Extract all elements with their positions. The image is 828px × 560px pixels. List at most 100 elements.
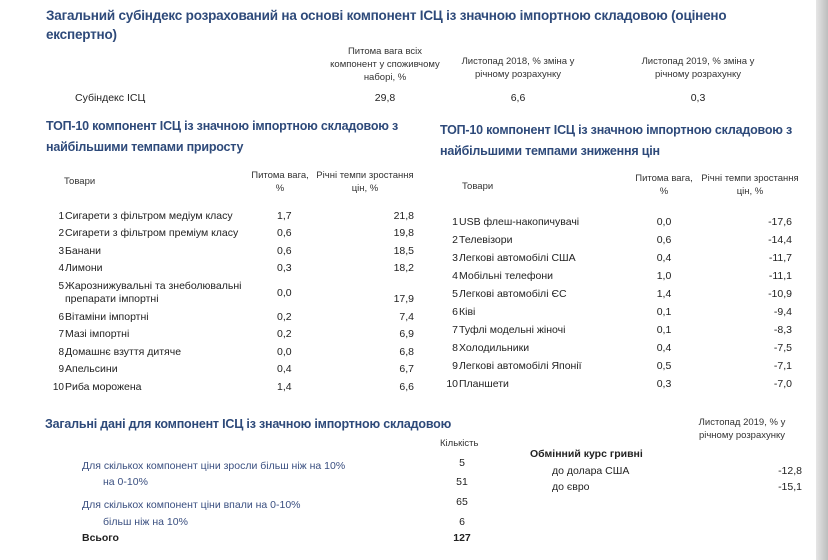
subindex-2018: 6,6 xyxy=(510,92,526,104)
growth-row-rate: 6,6 xyxy=(399,381,414,393)
growth-row-name: Сигарети з фільтром медіум класу xyxy=(65,210,233,222)
exchange-header: Листопад 2019, % у річному розрахунку xyxy=(698,417,786,441)
growth-row-number: 6 xyxy=(58,312,64,323)
subindex-2019: 0,3 xyxy=(690,92,706,104)
page-title: Загальний субіндекс розрахований на осно… xyxy=(46,8,727,42)
subindex-header-2018: Листопад 2018, % зміна у річному розраху… xyxy=(461,56,575,80)
growth-row-rate: 18,2 xyxy=(393,262,414,274)
decline-row-number: 10 xyxy=(446,378,458,390)
growth-row-weight: 0,2 xyxy=(277,328,292,340)
page-edge-shadow xyxy=(816,0,828,560)
decline-header-weight: Питома вага, % xyxy=(635,173,693,197)
general-label: Для скількох компонент ціни впали на 0-1… xyxy=(82,499,301,511)
general-label: більш ніж на 10% xyxy=(103,516,188,528)
decline-row-name: Туфлі модельні жіночі xyxy=(459,324,566,336)
growth-row-name: Домашнє взуття дитяче xyxy=(65,346,182,358)
decline-row-rate: -7,1 xyxy=(773,360,792,372)
decline-header-rate: Річні темпи зростання цін, % xyxy=(701,173,799,197)
growth-row-rate: 21,8 xyxy=(393,210,414,222)
decline-row-name: Ківі xyxy=(459,306,476,318)
decline-row-rate: -11,7 xyxy=(768,252,792,264)
decline-header-goods: Товари xyxy=(462,181,494,192)
subindex-weight: 29,8 xyxy=(374,92,396,104)
growth-row-number: 7 xyxy=(58,329,64,340)
decline-row-weight: 1,4 xyxy=(656,288,672,300)
growth-row-weight: 0,4 xyxy=(277,363,292,375)
count-header: Кількість xyxy=(440,438,479,449)
decline-row-weight: 0,4 xyxy=(656,342,672,354)
decline-row-number: 2 xyxy=(452,234,458,246)
decline-row-rate: -14,4 xyxy=(768,234,792,246)
decline-row-rate: -7,0 xyxy=(773,378,792,390)
decline-row-name: Легкові автомобілі ЄС xyxy=(459,288,567,300)
growth-row-weight: 1,7 xyxy=(277,210,292,222)
growth-row-number: 4 xyxy=(58,263,64,274)
growth-row-weight: 0,0 xyxy=(277,287,292,299)
decline-row-name: Легкові автомобілі США xyxy=(459,252,576,264)
decline-row-rate: -10,9 xyxy=(768,288,792,300)
growth-row-rate: 17,9 xyxy=(393,293,414,305)
decline-row-weight: 0,3 xyxy=(656,378,672,390)
growth-row-rate: 6,8 xyxy=(399,346,414,358)
growth-row-name: Лимони xyxy=(65,262,103,274)
decline-row-rate: -9,4 xyxy=(773,306,792,318)
decline-row-number: 3 xyxy=(452,252,458,264)
general-title: Загальні дані для компонент ІСЦ із значн… xyxy=(45,417,452,431)
general-value: 51 xyxy=(456,476,468,488)
decline-row-rate: -17,6 xyxy=(768,216,792,228)
decline-row-name: USB флеш-накопичувачі xyxy=(459,216,580,228)
growth-title: ТОП-10 компонент ІСЦ із значною імпортно… xyxy=(46,119,399,154)
decline-row-rate: -8,3 xyxy=(773,324,792,336)
growth-row-rate: 18,5 xyxy=(393,245,414,257)
decline-row-rate: -7,5 xyxy=(773,342,792,354)
growth-row-number: 8 xyxy=(58,347,64,358)
decline-row-weight: 0,6 xyxy=(656,234,672,246)
growth-header-rate: Річні темпи зростання цін, % xyxy=(316,170,414,194)
exchange-label-usd: до долара США xyxy=(552,465,630,477)
general-label: на 0-10% xyxy=(103,476,148,488)
growth-header-weight: Питома вага, % xyxy=(251,170,309,194)
decline-row-weight: 0,1 xyxy=(656,324,672,336)
growth-row-rate: 7,4 xyxy=(399,311,414,323)
growth-row-weight: 0,2 xyxy=(277,311,292,323)
decline-row-weight: 1,0 xyxy=(656,270,672,282)
growth-row-number: 1 xyxy=(58,211,64,222)
decline-row-weight: 0,1 xyxy=(656,306,672,318)
decline-row-number: 9 xyxy=(452,360,458,372)
growth-row-number: 3 xyxy=(58,246,64,257)
exchange-value-usd: -12,8 xyxy=(778,465,802,477)
decline-row-name: Легкові автомобілі Японії xyxy=(459,360,582,372)
growth-row-rate: 19,8 xyxy=(393,227,414,239)
exchange-label-eur: до євро xyxy=(552,481,590,493)
growth-row-name: Жарознижувальні та знеболювальні препара… xyxy=(65,280,242,305)
general-value-total: 127 xyxy=(453,532,471,544)
growth-row-weight: 0,6 xyxy=(277,245,292,257)
decline-row-name: Планшети xyxy=(459,378,509,390)
growth-row-name: Сигарети з фільтром преміум класу xyxy=(65,227,239,239)
decline-row-number: 7 xyxy=(452,324,458,336)
growth-row-rate: 6,9 xyxy=(399,328,414,340)
decline-row-weight: 0,4 xyxy=(656,252,672,264)
decline-row-weight: 0,0 xyxy=(656,216,672,228)
general-value: 6 xyxy=(459,516,465,528)
decline-row-name: Мобільні телефони xyxy=(459,270,553,282)
decline-row-number: 5 xyxy=(452,288,458,300)
exchange-title: Обмінний курс гривні xyxy=(530,448,643,460)
growth-row-name: Мазі імпортні xyxy=(65,328,130,340)
decline-row-rate: -11,1 xyxy=(768,270,792,282)
decline-row-number: 4 xyxy=(452,270,458,282)
subindex-label: Субіндекс ІСЦ xyxy=(75,92,146,104)
growth-row-number: 10 xyxy=(52,382,64,393)
growth-row-number: 5 xyxy=(58,281,64,292)
growth-row-weight: 0,0 xyxy=(277,346,292,358)
growth-row-number: 9 xyxy=(58,364,64,375)
growth-row-number: 2 xyxy=(58,228,64,239)
subindex-header-weight: Питома вага всіх компонент у споживчому … xyxy=(330,46,440,83)
decline-row-name: Телевізори xyxy=(459,234,513,246)
decline-title: ТОП-10 компонент ІСЦ із значною імпортно… xyxy=(440,123,793,158)
growth-row-name: Риба морожена xyxy=(65,381,142,393)
general-label: Для скількох компонент ціни зросли більш… xyxy=(82,460,346,472)
growth-row-rate: 6,7 xyxy=(399,363,414,375)
growth-row-name: Вітаміни імпортні xyxy=(65,311,149,323)
growth-row-name: Банани xyxy=(65,245,102,257)
